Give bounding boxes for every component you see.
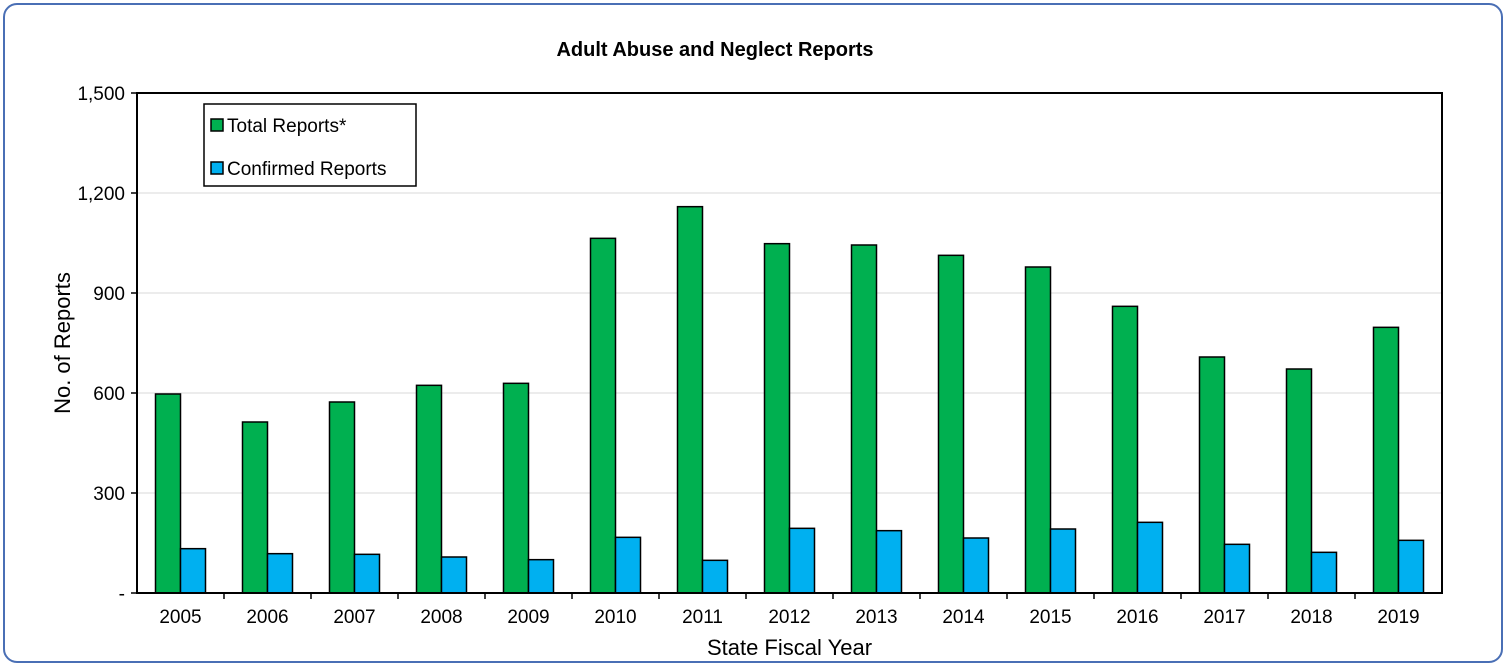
bar-total-reports [763,242,791,594]
x-tick-label: 2014 [942,607,985,628]
bar-total-reports [415,384,443,594]
x-tick-label: 2018 [1290,607,1332,628]
legend-label: Total Reports* [227,116,347,137]
bar-confirmed-reports [527,558,555,594]
legend-swatch [210,161,224,175]
bar-total-reports [154,393,182,594]
x-tick-label: 2007 [333,607,375,628]
bar-total-reports [1198,356,1226,594]
y-axis-ticks: - 300 600 900 1,200 1,500 [77,84,137,605]
bar-confirmed-reports [179,547,207,594]
legend-label: Confirmed Reports [227,159,386,180]
y-tick-label: 300 [93,484,125,505]
x-tick-label: 2017 [1203,607,1245,628]
bar-total-reports [937,254,965,594]
x-axis-label: State Fiscal Year [707,635,872,660]
bars [154,205,1425,594]
bar-confirmed-reports [1223,543,1251,594]
y-tick-label: - [119,584,125,605]
bar-confirmed-reports [1136,521,1164,594]
bar-total-reports [1372,326,1400,594]
x-tick-label: 2011 [682,607,723,628]
bar-total-reports [676,205,704,594]
bar-total-reports [1024,266,1052,594]
plot-area-border [136,92,1443,594]
bar-confirmed-reports [962,537,990,594]
bar-total-reports [1111,305,1139,594]
x-tick-label: 2010 [594,607,636,628]
bar-confirmed-reports [1049,528,1077,594]
bar-confirmed-reports [353,553,381,594]
x-tick-label: 2012 [768,607,810,628]
bar-total-reports [328,401,356,594]
bar-confirmed-reports [266,552,294,594]
bar-confirmed-reports [1397,539,1425,594]
x-tick-label: 2006 [246,607,288,628]
x-tick-label: 2008 [420,607,462,628]
legend-swatch [210,118,224,132]
x-tick-label: 2013 [855,607,897,628]
legend: Total Reports* Confirmed Reports [203,103,417,187]
y-tick-label: 600 [93,384,125,405]
bar-total-reports [241,421,269,594]
bar-total-reports [1285,368,1313,594]
bar-confirmed-reports [614,536,642,594]
legend-box [203,103,417,187]
bar-confirmed-reports [701,559,729,594]
x-tick-label: 2019 [1377,607,1419,628]
x-tick-label: 2005 [159,607,201,628]
bar-total-reports [589,237,617,594]
bar-total-reports [502,382,530,594]
y-tick-label: 1,500 [77,84,125,105]
x-tick-label: 2016 [1116,607,1158,628]
bar-confirmed-reports [440,556,468,594]
y-axis-label: No. of Reports [50,272,75,414]
bar-confirmed-reports [788,527,816,594]
x-tick-label: 2015 [1029,607,1071,628]
y-tick-label: 900 [93,284,125,305]
y-tick-label: 1,200 [77,184,125,205]
bar-confirmed-reports [875,529,903,594]
bar-confirmed-reports [1310,551,1338,594]
chart-title: Adult Abuse and Neglect Reports [556,39,873,61]
x-tick-label: 2009 [507,607,549,628]
x-axis-ticks: 2005 2006 2007 2008 2009 2010 2011 2012 2013 2014… [159,593,1420,628]
bar-total-reports [850,244,878,594]
